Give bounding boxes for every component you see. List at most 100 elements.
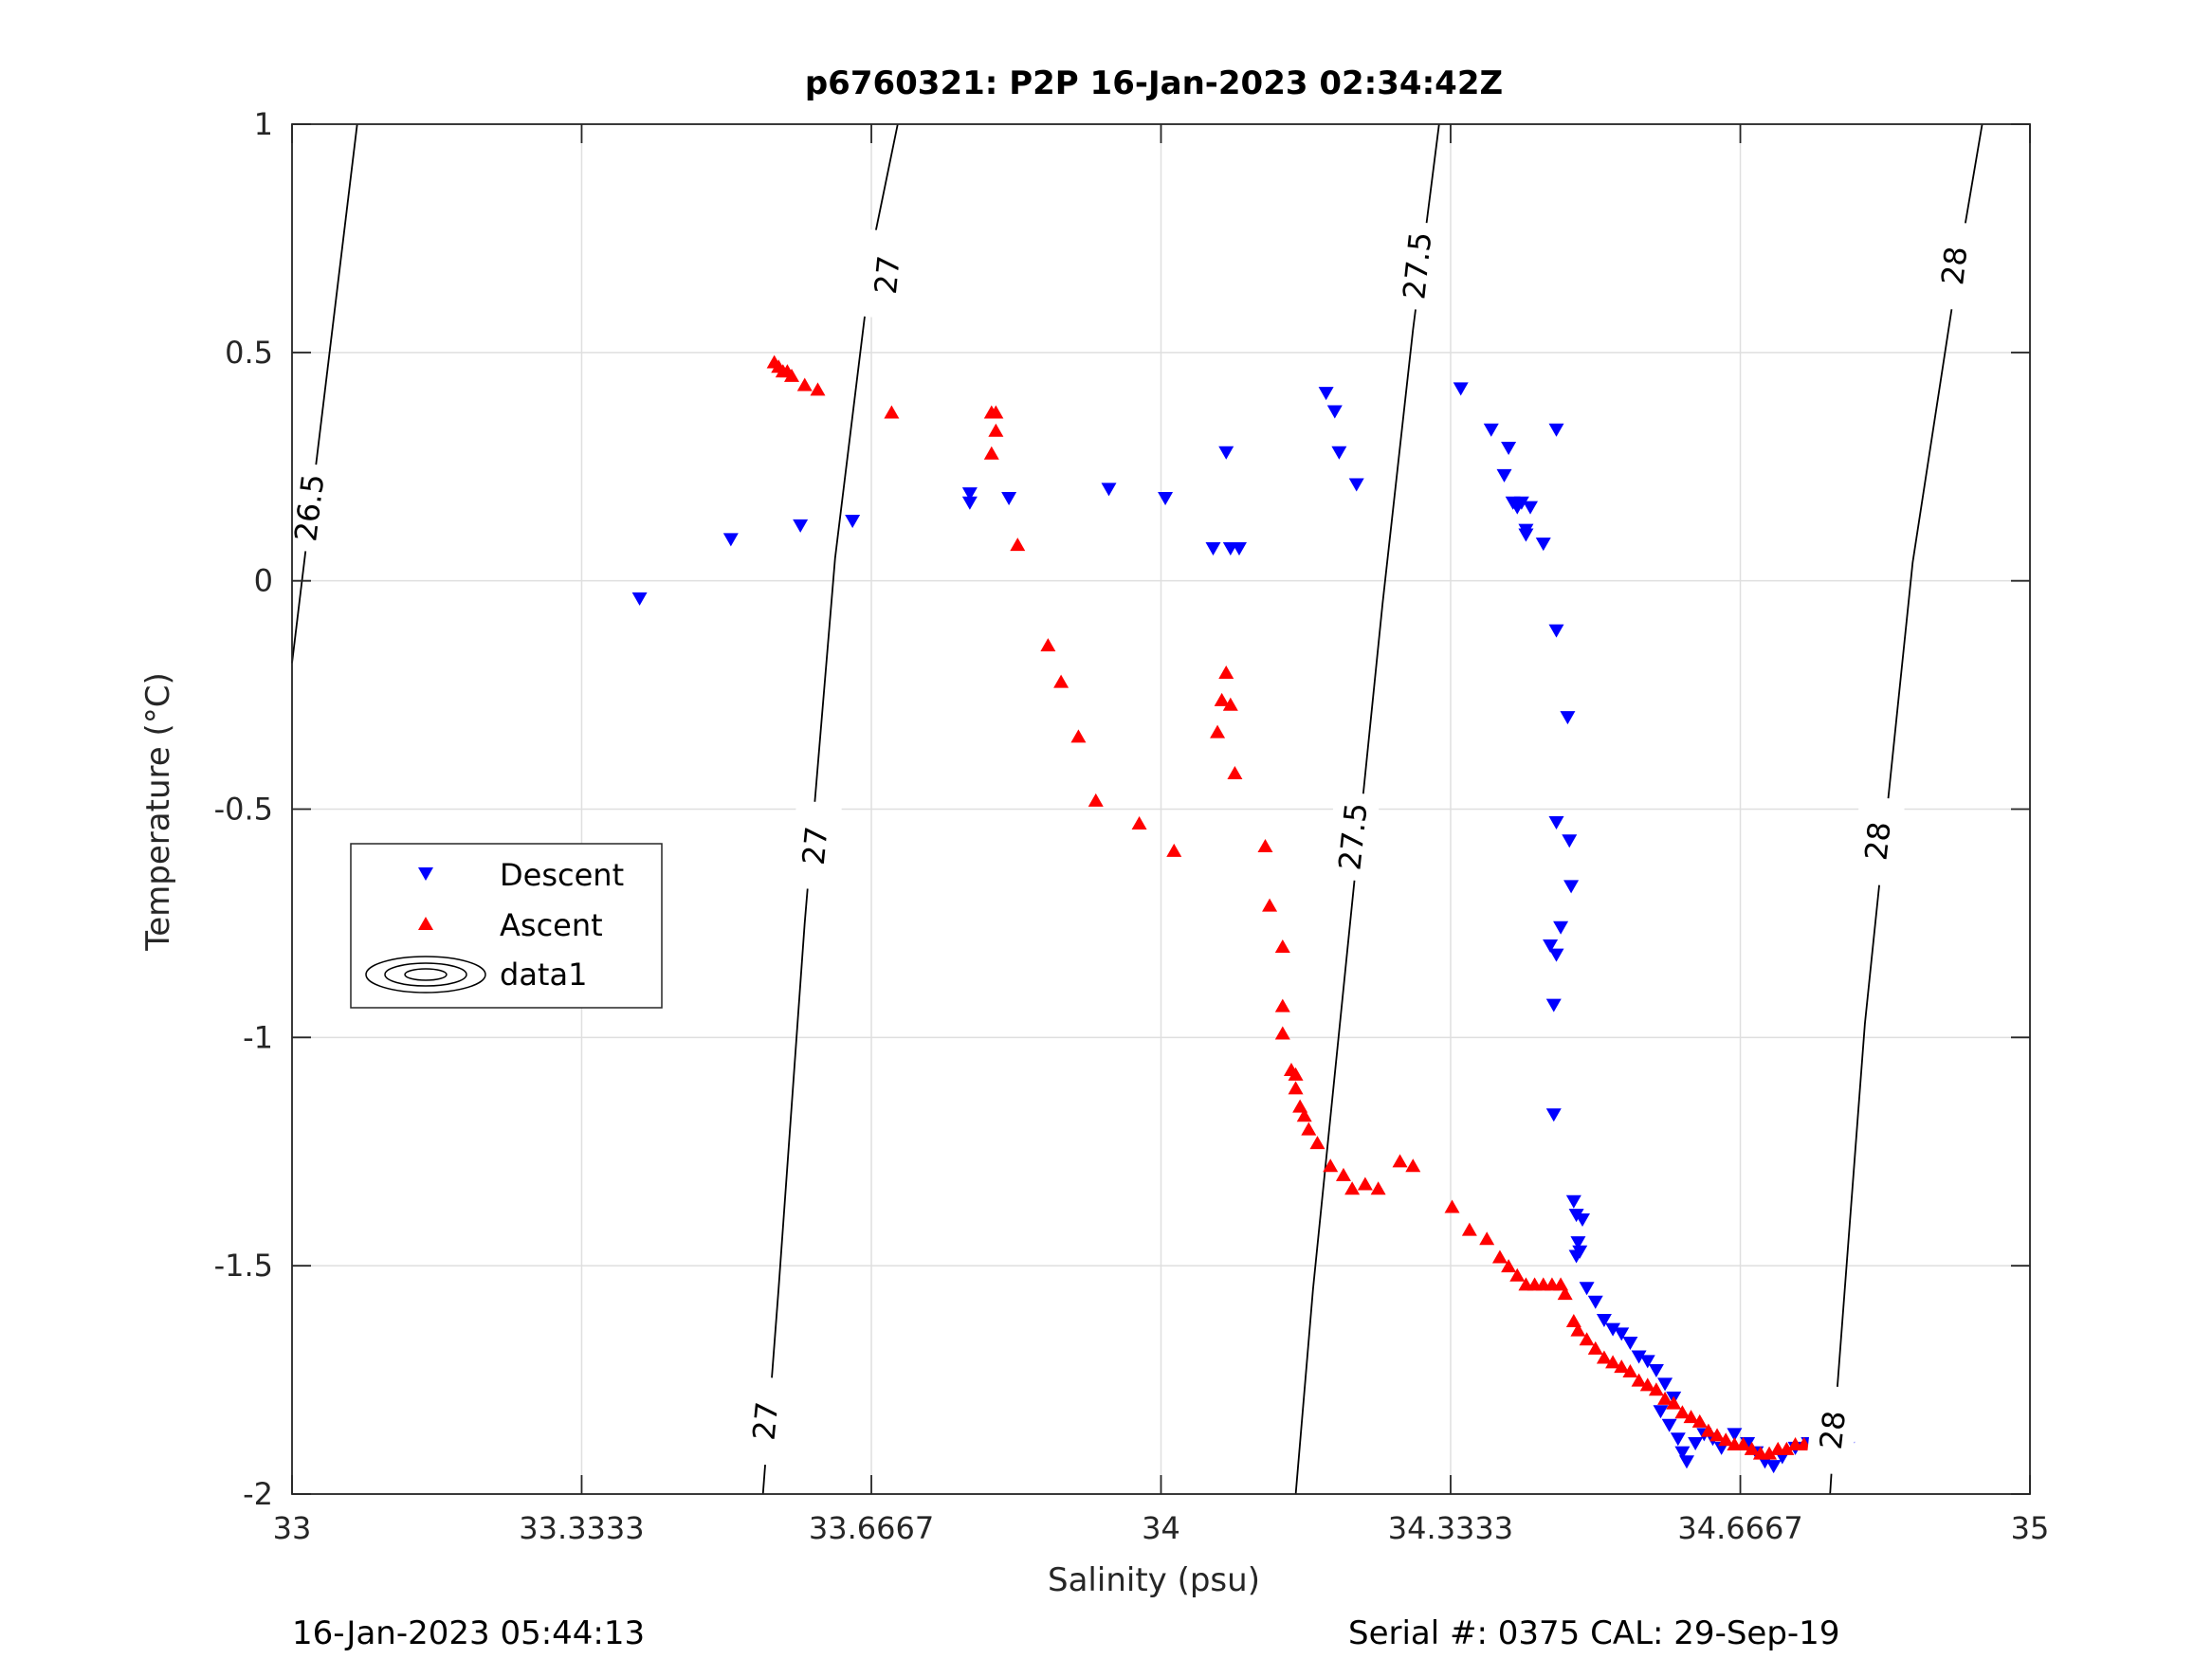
ascent-point — [1744, 1441, 1760, 1455]
ascent-point — [1700, 1423, 1716, 1437]
descent-point — [1348, 478, 1364, 492]
ascent-point — [1553, 1277, 1569, 1291]
contour-label-27: 27 — [795, 825, 835, 866]
descent-point — [1678, 1455, 1694, 1469]
ascent-point — [1657, 1391, 1673, 1405]
ascent-point — [1509, 1267, 1526, 1282]
contour-label-27-5: 27.5 — [1396, 230, 1438, 301]
ascent-point — [1257, 839, 1273, 853]
descent-point — [961, 487, 978, 501]
contour-label-background — [1850, 794, 1906, 887]
axes-box — [291, 123, 2031, 1495]
descent-point — [1545, 998, 1562, 1012]
ascent-point — [1461, 1222, 1477, 1236]
x-tick-label: 34.6667 — [1677, 1510, 1802, 1546]
ascent-point — [1370, 1181, 1386, 1195]
ascent-point — [1557, 1286, 1573, 1301]
ascent-point — [783, 368, 799, 382]
ascent-point — [1344, 1181, 1361, 1195]
contour-label-background — [1390, 220, 1445, 312]
ascent-point — [988, 423, 1004, 437]
x-tick-label: 35 — [2011, 1510, 2050, 1546]
x-axis-label: Salinity (psu) — [1048, 1561, 1260, 1599]
descent-point — [1563, 880, 1580, 894]
contour-label-background — [1927, 219, 1983, 312]
chart-title: p6760321: P2P 16-Jan-2023 02:34:42Z — [805, 64, 1503, 102]
descent-point — [1483, 423, 1499, 437]
y-tick-label: -0.5 — [214, 792, 273, 828]
ascent-point — [1296, 1108, 1312, 1122]
ascent-point — [1214, 692, 1230, 706]
descent-point — [1562, 834, 1578, 848]
descent-point — [1587, 1295, 1603, 1309]
ascent-point — [1605, 1355, 1621, 1369]
ascent-point — [1301, 1121, 1317, 1136]
ascent-point — [1709, 1428, 1726, 1442]
ascent-point — [810, 382, 826, 396]
descent-point — [1674, 1446, 1691, 1460]
contour-label-26-5: 26.5 — [287, 472, 331, 543]
isopycnal-27-line — [761, 123, 899, 1495]
descent-point — [1535, 538, 1551, 552]
ascent-point — [1088, 793, 1104, 807]
ascent-point — [1166, 843, 1182, 857]
descent-point — [1001, 491, 1017, 505]
x-tick-label: 34.3333 — [1388, 1510, 1513, 1546]
contour-label-background — [1325, 791, 1380, 883]
descent-point — [1513, 496, 1529, 510]
ascent-point — [884, 405, 900, 419]
ascent-point — [1010, 538, 1026, 552]
y-tick-labels: 1 0.5 0 -0.5 -1 -1.5 -2 — [214, 106, 273, 1512]
legend-descent-label: Descent — [500, 857, 624, 893]
ascent-point — [1631, 1373, 1647, 1387]
x-tick-label: 33 — [273, 1510, 312, 1546]
ascent-point — [988, 405, 1004, 419]
legend-box — [350, 843, 663, 1009]
descent-point — [1218, 446, 1234, 460]
ascent-point — [1210, 724, 1226, 738]
descent-point — [793, 519, 809, 533]
ascent-point — [1570, 1322, 1586, 1337]
legend: Descent Ascent data1 — [350, 843, 663, 1009]
descent-point — [1575, 1213, 1591, 1227]
ascent-point — [1288, 1081, 1304, 1095]
contour-label-27: 27 — [746, 1400, 786, 1442]
y-axis-label: Temperature (°C) — [139, 672, 177, 951]
descent-point — [1501, 441, 1517, 455]
descent-point — [1205, 541, 1221, 556]
descent-point — [1158, 491, 1174, 505]
ascent-point — [1735, 1437, 1751, 1451]
descent-point — [1596, 1313, 1612, 1327]
ascent-point — [1614, 1359, 1630, 1374]
descent-point — [1560, 711, 1576, 725]
descent-point — [1605, 1322, 1621, 1337]
ascent-point — [983, 446, 999, 460]
descent-point — [1523, 501, 1539, 515]
descent-point — [1231, 541, 1247, 556]
ascent-point — [1335, 1167, 1351, 1181]
ascent-point — [1762, 1446, 1778, 1460]
descent-point — [1545, 1108, 1562, 1122]
ascent-point — [1587, 1340, 1603, 1355]
contour-label-28: 28 — [1813, 1409, 1853, 1451]
descent-point — [1639, 1355, 1655, 1369]
contour-label-background — [281, 462, 338, 555]
ascent-point — [1683, 1410, 1699, 1424]
ascent-point — [796, 377, 813, 392]
ascent-point — [1222, 697, 1238, 711]
descent-point — [961, 496, 978, 510]
descent-point — [1518, 528, 1534, 542]
ascent-point — [1274, 1026, 1290, 1040]
descent-point — [1688, 1437, 1704, 1451]
x-tick-label: 33.3333 — [519, 1510, 644, 1546]
ascent-point — [1405, 1158, 1421, 1173]
ascent-point — [1479, 1231, 1495, 1246]
descent-point — [1543, 939, 1559, 953]
y-tick-label: -2 — [243, 1476, 273, 1512]
descent-point — [1661, 1418, 1677, 1432]
ascent-point — [1666, 1395, 1682, 1410]
legend-contour-icon — [365, 956, 486, 994]
footer-timestamp: 16-Jan-2023 05:44:13 — [292, 1614, 645, 1652]
contour-label-background — [739, 1375, 793, 1468]
descent-point — [1548, 815, 1564, 830]
